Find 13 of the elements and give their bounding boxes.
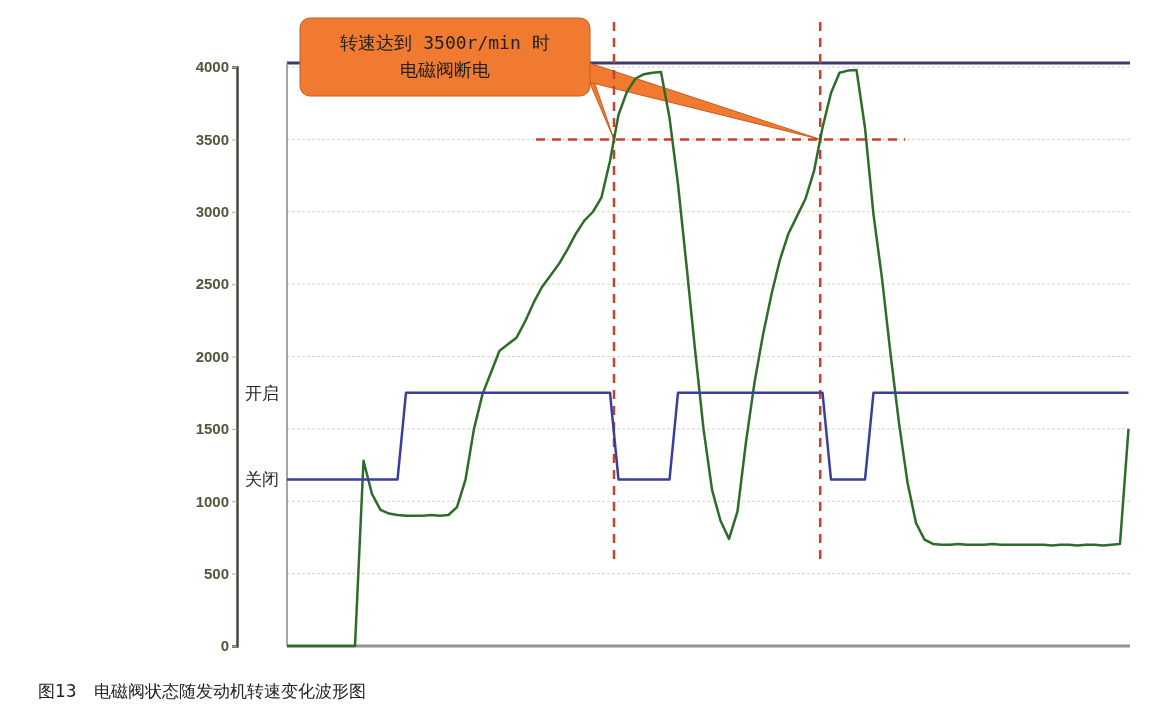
y-tick-label: 0 [220,637,229,655]
y-tick-label: 2000 [195,347,229,365]
y-tick-label: 3000 [195,203,229,221]
y-tick-label: 3500 [195,130,229,148]
text: 开启 [245,382,279,403]
y-tick-label: 1000 [195,492,229,510]
caption: 图13 电磁阀状态随发动机转速变化波形图 [38,681,366,701]
y-tick-label: 500 [203,564,229,582]
annotation: 转速达到 3500r/min 时电磁阀断电 [340,32,550,80]
y-tick-label: 2500 [195,275,229,293]
text: 关闭 [245,469,279,490]
y-tick-label: 1500 [195,420,229,438]
y-tick-label: 4000 [195,58,229,76]
